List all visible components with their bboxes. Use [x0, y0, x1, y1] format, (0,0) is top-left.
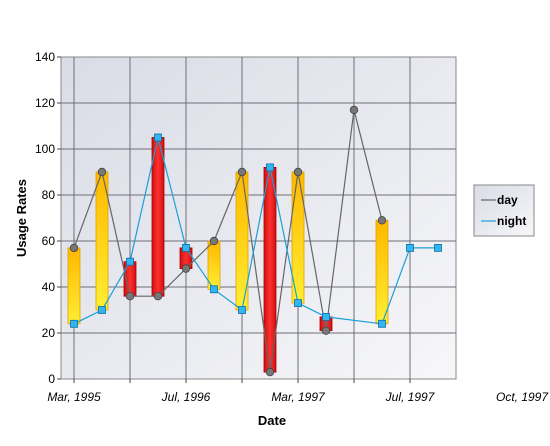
point-day [265, 367, 275, 377]
x-axis-title: Date [258, 413, 286, 428]
legend-box [473, 184, 535, 237]
y-tick-label-40: 40 [42, 280, 56, 294]
x-tick-label: Oct, 1997 [496, 390, 549, 404]
y-tick-label-20: 20 [42, 326, 56, 340]
point-night [378, 319, 386, 328]
y-tick-label-120: 120 [35, 96, 55, 110]
y-tick-label-60: 60 [42, 234, 56, 248]
legend: day night [473, 184, 535, 237]
point-day [125, 292, 135, 301]
x-tick-label: Mar, 1997 [271, 390, 326, 404]
point-night [238, 306, 246, 314]
x-tick-label: Jul, 1996 [161, 390, 211, 404]
point-night [210, 285, 218, 294]
point-night [182, 243, 190, 252]
point-night [98, 306, 106, 314]
y-axis-ticks: 0 20 40 60 80 100 120 140 [35, 50, 61, 386]
series-markers [69, 105, 442, 377]
point-day [153, 292, 163, 301]
point-day [293, 167, 303, 177]
y-tick-label-80: 80 [42, 188, 56, 202]
point-night [294, 299, 302, 308]
x-axis-ticks: Mar, 1995 Jul, 1996 Mar, 1997 Jul, 1997 Oct,… [47, 379, 549, 404]
range-bar [375, 219, 389, 325]
x-tick-label: Jul, 1997 [385, 390, 436, 404]
x-tick-label: Mar, 1995 [47, 390, 101, 404]
series-line-day [73, 109, 383, 373]
point-night [434, 243, 442, 252]
point-night [70, 319, 78, 328]
y-tick-label-140: 140 [35, 50, 55, 64]
legend-label-day: day [497, 193, 518, 207]
y-tick-label-0: 0 [48, 372, 55, 386]
point-day [69, 243, 79, 253]
point-day [349, 105, 359, 115]
point-day [181, 264, 191, 273]
point-day [321, 326, 331, 335]
y-tick-label-100: 100 [35, 142, 55, 156]
point-day [97, 167, 107, 177]
y-axis-title: Usage Rates [14, 179, 29, 257]
plot-area [60, 56, 457, 380]
point-day [209, 236, 219, 246]
point-night [406, 243, 414, 252]
point-night [154, 133, 162, 142]
point-day [377, 216, 387, 225]
range-bars [67, 137, 389, 373]
point-night [322, 312, 330, 321]
range-bar [151, 137, 165, 297]
point-night [266, 163, 274, 172]
point-day [237, 167, 247, 177]
range-bar [67, 247, 81, 325]
point-night [126, 257, 134, 266]
legend-label-night: night [497, 214, 526, 228]
